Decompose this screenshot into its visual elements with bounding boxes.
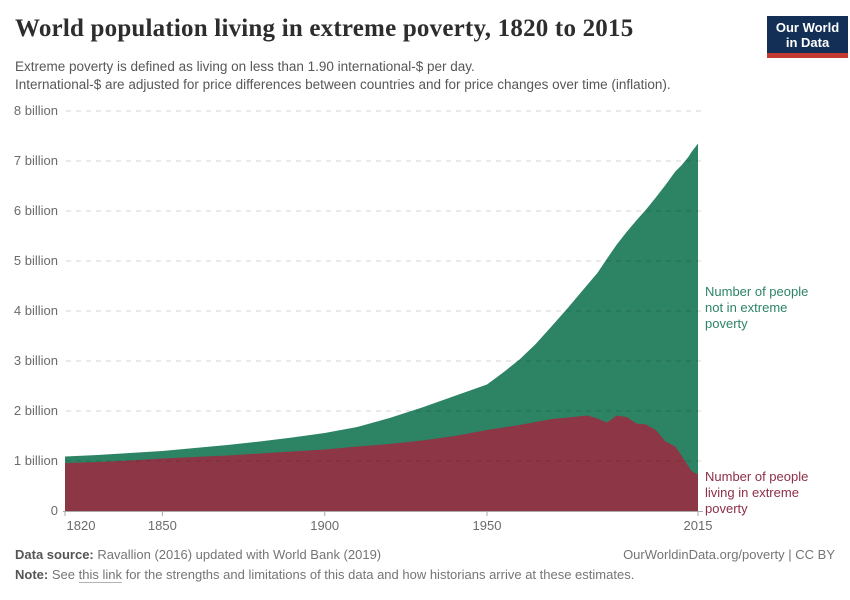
y-tick-label: 6 billion xyxy=(13,203,58,218)
note-label: Note: xyxy=(15,567,49,582)
logo-line-1: Our World xyxy=(775,19,840,35)
x-tick-label: 1950 xyxy=(472,518,502,533)
footer-source-row: Data source: Ravallion (2016) updated wi… xyxy=(15,547,835,562)
series-label-not-in-extreme-poverty: Number of people not in extreme poverty xyxy=(705,284,809,331)
chart-subtitle-line1: Extreme poverty is defined as living on … xyxy=(15,59,475,74)
y-tick-label: 1 billion xyxy=(13,453,58,468)
x-tick-label: 1900 xyxy=(310,518,340,533)
chart-title: World population living in extreme pover… xyxy=(15,15,634,42)
x-tick-label: 1820 xyxy=(66,518,96,533)
y-tick-label: 5 billion xyxy=(13,253,58,268)
owid-logo[interactable]: Our World in Data xyxy=(767,16,848,58)
x-tick-label: 2015 xyxy=(683,518,713,533)
series-label-living-in-extreme-poverty: Number of people living in extreme pover… xyxy=(705,469,809,516)
this-link[interactable]: this link xyxy=(78,567,122,583)
note-text-after: for the strengths and limitations of thi… xyxy=(125,567,635,582)
footer-note-row: Note: See this link for the strengths an… xyxy=(15,567,835,583)
note-text-before: See xyxy=(51,567,75,582)
y-tick-label: 2 billion xyxy=(13,403,58,418)
y-tick-label: 7 billion xyxy=(13,153,58,168)
owid-url-link[interactable]: OurWorldinData.org/poverty | CC BY xyxy=(623,547,835,562)
data-source-text: Data source: Ravallion (2016) updated wi… xyxy=(15,547,382,562)
y-tick-label: 8 billion xyxy=(13,103,58,118)
y-tick-label: 0 xyxy=(50,503,58,518)
data-source-label: Data source: xyxy=(15,547,94,562)
chart-subtitle-line2: International-$ are adjusted for price d… xyxy=(15,77,671,92)
y-tick-label: 3 billion xyxy=(13,353,58,368)
area-not-in-extreme-poverty xyxy=(65,143,698,511)
area-living-in-extreme-poverty xyxy=(65,415,698,511)
x-tick-label: 1850 xyxy=(147,518,177,533)
logo-line-2: in Data xyxy=(785,34,830,50)
y-tick-label: 4 billion xyxy=(13,303,58,318)
